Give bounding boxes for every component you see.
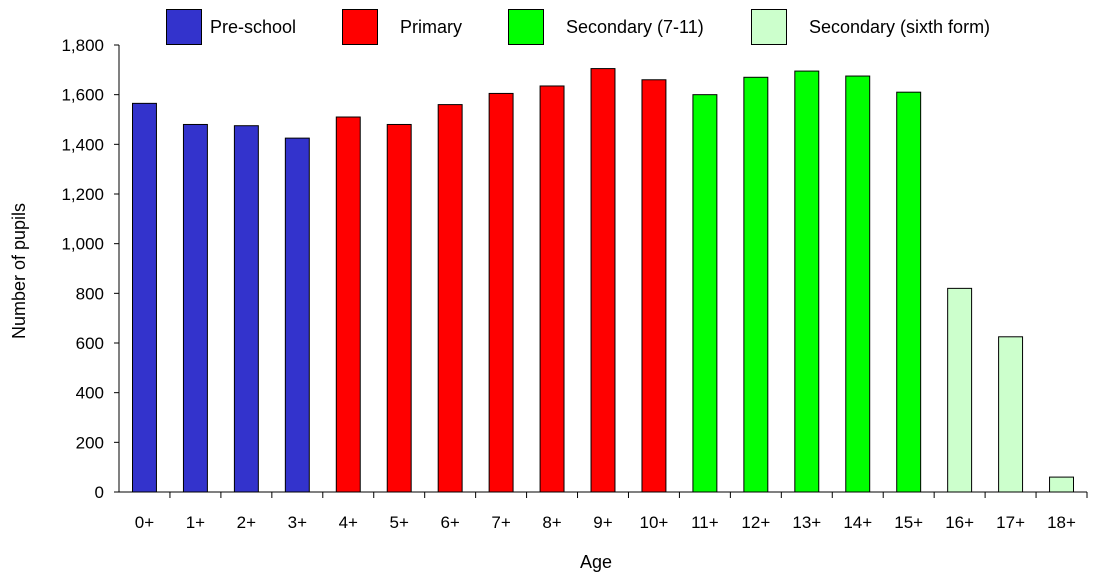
x-tick-label: 1+ — [186, 513, 205, 532]
y-tick-label: 1,200 — [61, 185, 104, 204]
x-tick-label: 16+ — [945, 513, 974, 532]
y-axis-ticks: 0 200 400 600 800 1,000 1,200 1,400 1,600 1,800 — [61, 36, 119, 502]
bar-17plus — [998, 336, 1024, 493]
bar-15plus — [896, 91, 922, 493]
legend-item-secondary-7-11: Secondary (7-11) — [508, 8, 704, 46]
x-tick-label: 9+ — [593, 513, 612, 532]
y-tick-label: 200 — [76, 433, 104, 452]
legend-label-secondary-sixth-form: Secondary (sixth form) — [809, 16, 991, 37]
y-tick-label: 600 — [76, 334, 104, 353]
x-axis-title: Age — [580, 552, 612, 572]
bar-5plus — [386, 123, 412, 493]
x-tick-label: 5+ — [390, 513, 409, 532]
x-tick-label: 11+ — [691, 513, 719, 532]
bar-16plus — [947, 287, 973, 493]
legend-item-pre-school: Pre-school — [166, 8, 296, 46]
x-axis-ticks: 0+ 1+ 2+ 3+ 4+ 5+ 6+ 7+ 8+ 9+ 10+ 11+ 12+ 13+ 14+ 15+ 16… — [135, 492, 1088, 532]
bar-0plus — [132, 102, 157, 493]
x-tick-label: 7+ — [491, 513, 510, 532]
bar-18plus — [1049, 476, 1074, 493]
legend-item-secondary-sixth-form: Secondary (sixth form) — [751, 8, 990, 46]
bar-7plus — [488, 92, 514, 493]
x-tick-label: 12+ — [741, 513, 770, 532]
bar-11plus — [692, 94, 718, 493]
legend-swatch-primary — [342, 9, 378, 45]
bar-8plus — [539, 85, 565, 493]
legend-label-secondary-7-11: Secondary (7-11) — [566, 16, 704, 37]
bar-14plus — [845, 75, 871, 493]
bar-1plus — [182, 123, 208, 493]
y-tick-label: 1,800 — [61, 36, 104, 55]
bar-9plus — [590, 68, 616, 493]
bar-6plus — [437, 104, 463, 493]
bar-3plus — [284, 137, 310, 493]
y-tick-label: 1,600 — [61, 86, 104, 105]
y-tick-label: 1,400 — [61, 135, 104, 154]
y-axis-title: Number of pupils — [9, 203, 29, 339]
x-tick-label: 6+ — [440, 513, 459, 532]
x-tick-label: 8+ — [542, 513, 561, 532]
x-tick-label: 2+ — [237, 513, 256, 532]
x-tick-label: 14+ — [843, 513, 872, 532]
bar-12plus — [743, 76, 769, 493]
x-tick-label: 3+ — [288, 513, 307, 532]
y-tick-label: 0 — [95, 483, 104, 502]
x-tick-label: 18+ — [1047, 513, 1076, 532]
bar-4plus — [335, 116, 361, 493]
legend-label-primary: Primary — [400, 16, 462, 37]
x-tick-label: 13+ — [792, 513, 821, 532]
x-tick-label: 10+ — [640, 513, 669, 532]
x-tick-label: 0+ — [135, 513, 154, 532]
legend-swatch-secondary-7-11 — [508, 9, 544, 45]
legend-label-pre-school: Pre-school — [210, 16, 297, 37]
x-tick-label: 4+ — [339, 513, 358, 532]
y-tick-label: 1,000 — [61, 235, 104, 254]
bar-13plus — [794, 70, 820, 493]
bars — [132, 68, 1074, 493]
x-tick-label: 17+ — [996, 513, 1025, 532]
y-tick-label: 800 — [76, 284, 104, 303]
legend-item-primary: Primary — [342, 8, 462, 46]
legend-swatch-pre-school — [166, 9, 202, 45]
x-tick-label: 15+ — [894, 513, 923, 532]
bar-10plus — [641, 79, 667, 493]
bar-2plus — [233, 125, 259, 493]
legend-swatch-secondary-sixth-form — [751, 9, 787, 45]
y-tick-label: 400 — [76, 384, 104, 403]
